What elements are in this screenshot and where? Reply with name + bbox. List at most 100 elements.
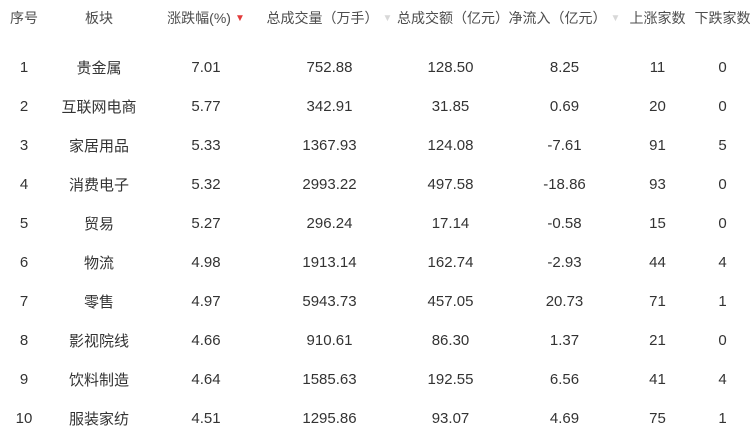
- cell-change-pct: 4.97: [191, 293, 221, 310]
- table-row: 5 贸易 5.27 296.24 17.14 -0.58 15 0: [0, 204, 755, 243]
- cell-change-pct: 4.66: [191, 332, 221, 349]
- cell-up-count: 21: [649, 332, 666, 349]
- cell-down-count: 1: [718, 410, 727, 427]
- col-header-volume[interactable]: 总成交量（万手） ▼: [262, 0, 397, 48]
- cell-index: 2: [19, 98, 29, 115]
- cell-turnover: 192.55: [427, 371, 474, 388]
- sector-link[interactable]: 家居用品: [68, 138, 129, 155]
- col-header-change-pct[interactable]: 涨跌幅(%) ▼: [150, 0, 262, 48]
- header-row: 序号 板块 涨跌幅(%) ▼ 总成交量（万手） ▼: [0, 0, 755, 48]
- cell-volume: 752.88: [306, 59, 353, 76]
- table-row: 8 影视院线 4.66 910.61 86.30 1.37 21 0: [0, 321, 755, 360]
- cell-up-count: 91: [649, 137, 666, 154]
- table-row: 1 贵金属 7.01 752.88 128.50 8.25 11 0: [0, 48, 755, 87]
- cell-down-count: 4: [718, 254, 727, 271]
- cell-up-count: 93: [649, 176, 666, 193]
- cell-index: 5: [19, 215, 29, 232]
- cell-down-count: 0: [718, 176, 727, 193]
- cell-down-count: 0: [718, 98, 727, 115]
- cell-up-count: 44: [649, 254, 666, 271]
- cell-down-count: 5: [718, 137, 727, 154]
- cell-turnover: 162.74: [427, 254, 474, 271]
- cell-net-inflow: -18.86: [543, 176, 586, 193]
- col-header-sector: 板块: [48, 0, 150, 48]
- cell-net-inflow: 4.69: [549, 410, 580, 427]
- sector-link[interactable]: 消费电子: [68, 177, 129, 194]
- cell-index: 3: [19, 137, 29, 154]
- cell-turnover: 17.14: [431, 215, 470, 232]
- cell-volume: 2993.22: [302, 176, 357, 193]
- cell-index: 8: [19, 332, 29, 349]
- cell-up-count: 41: [649, 371, 666, 388]
- cell-change-pct: 5.77: [191, 98, 221, 115]
- cell-up-count: 71: [649, 293, 666, 310]
- cell-net-inflow: 8.25: [549, 59, 580, 76]
- col-header-down-count-label: 下跌家数: [694, 10, 751, 26]
- cell-up-count: 15: [649, 215, 666, 232]
- cell-index: 10: [15, 410, 33, 427]
- cell-volume: 1913.14: [302, 254, 357, 271]
- cell-volume: 296.24: [306, 215, 353, 232]
- cell-net-inflow: -0.58: [547, 215, 582, 232]
- cell-volume: 910.61: [306, 332, 353, 349]
- col-header-up-count: 上涨家数: [625, 0, 690, 48]
- cell-down-count: 4: [718, 371, 727, 388]
- sort-desc-active-icon[interactable]: ▼: [234, 13, 245, 24]
- cell-down-count: 1: [718, 293, 727, 310]
- sector-link[interactable]: 贵金属: [76, 60, 122, 77]
- col-header-change-pct-label: 涨跌幅(%): [167, 10, 231, 26]
- col-header-down-count: 下跌家数: [690, 0, 755, 48]
- cell-down-count: 0: [718, 215, 727, 232]
- cell-index: 7: [19, 293, 29, 310]
- sector-link[interactable]: 饮料制造: [68, 372, 129, 389]
- table-row: 6 物流 4.98 1913.14 162.74 -2.93 44 4: [0, 243, 755, 282]
- table-row: 4 消费电子 5.32 2993.22 497.58 -18.86 93 0: [0, 165, 755, 204]
- col-header-index: 序号: [0, 0, 48, 48]
- cell-net-inflow: -2.93: [547, 254, 582, 271]
- cell-up-count: 75: [649, 410, 666, 427]
- table-row: 9 饮料制造 4.64 1585.63 192.55 6.56 41 4: [0, 360, 755, 399]
- sort-toggle-icon[interactable]: ▼: [610, 13, 621, 24]
- cell-change-pct: 5.27: [191, 215, 221, 232]
- sector-link[interactable]: 服装家纺: [68, 411, 129, 428]
- cell-change-pct: 4.51: [191, 410, 221, 427]
- col-header-net-inflow[interactable]: 净流入（亿元） ▼: [504, 0, 625, 48]
- cell-net-inflow: -7.61: [547, 137, 582, 154]
- cell-turnover: 31.85: [431, 98, 470, 115]
- sector-link[interactable]: 物流: [83, 255, 114, 272]
- cell-index: 1: [19, 59, 29, 76]
- cell-turnover: 457.05: [427, 293, 474, 310]
- cell-index: 4: [19, 176, 29, 193]
- cell-volume: 342.91: [306, 98, 353, 115]
- col-header-turnover[interactable]: 总成交额（亿元） ▼: [397, 0, 504, 48]
- sector-link[interactable]: 互联网电商: [61, 99, 137, 116]
- sector-link[interactable]: 影视院线: [68, 333, 129, 350]
- cell-volume: 1295.86: [302, 410, 357, 427]
- cell-turnover: 86.30: [431, 332, 470, 349]
- cell-up-count: 11: [649, 59, 666, 76]
- cell-net-inflow: 1.37: [549, 332, 580, 349]
- cell-up-count: 20: [649, 98, 666, 115]
- cell-volume: 5943.73: [302, 293, 357, 310]
- cell-volume: 1585.63: [302, 371, 357, 388]
- col-header-sector-label: 板块: [85, 10, 113, 26]
- sector-link[interactable]: 零售: [83, 294, 114, 311]
- cell-change-pct: 5.32: [191, 176, 221, 193]
- cell-turnover: 124.08: [427, 137, 474, 154]
- cell-index: 6: [19, 254, 29, 271]
- cell-change-pct: 5.33: [191, 137, 221, 154]
- col-header-up-count-label: 上涨家数: [629, 10, 686, 26]
- col-header-volume-label: 总成交量（万手）: [266, 10, 379, 26]
- sector-link[interactable]: 贸易: [83, 216, 114, 233]
- cell-volume: 1367.93: [302, 137, 357, 154]
- cell-down-count: 0: [718, 59, 727, 76]
- col-header-index-label: 序号: [10, 10, 38, 26]
- col-header-turnover-label: 总成交额（亿元）: [397, 10, 504, 26]
- cell-net-inflow: 20.73: [545, 293, 584, 310]
- table-row: 3 家居用品 5.33 1367.93 124.08 -7.61 91 5: [0, 126, 755, 165]
- table-row: 7 零售 4.97 5943.73 457.05 20.73 71 1: [0, 282, 755, 321]
- sort-toggle-icon[interactable]: ▼: [382, 13, 393, 24]
- cell-turnover: 497.58: [427, 176, 474, 193]
